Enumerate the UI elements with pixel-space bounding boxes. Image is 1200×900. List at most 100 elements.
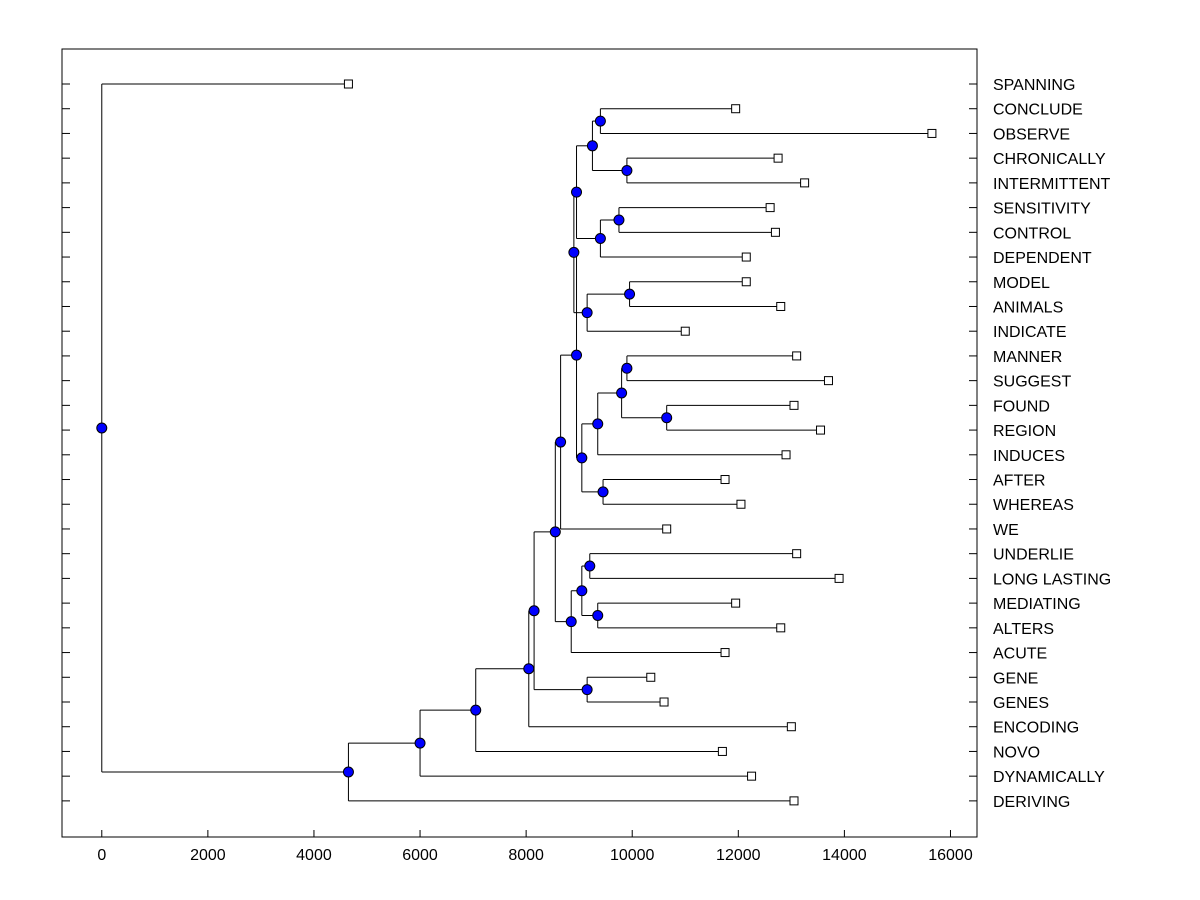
leaf-label-observe: OBSERVE: [993, 126, 1070, 143]
node-marker-n-i: [571, 349, 583, 361]
leaf-marker-observe: [927, 128, 937, 138]
node-marker-n-o: [523, 663, 535, 675]
leaf-label-gene: GENE: [993, 670, 1038, 687]
leaf-label-mediating: MEDIATING: [993, 596, 1081, 613]
leaf-marker-intermittent: [800, 178, 810, 188]
leaf-label-long-lasting: LONG LASTING: [993, 571, 1111, 588]
node-marker-n-d: [581, 307, 593, 319]
leaf-marker-conclude: [731, 104, 741, 114]
node-marker-n-m: [549, 526, 561, 538]
node-marker-n-r: [342, 766, 354, 778]
leaf-marker-novo: [717, 746, 727, 756]
leaf-label-control: CONTROL: [993, 225, 1071, 242]
leaf-label-we: WE: [993, 522, 1019, 539]
merge-nodes: [96, 115, 673, 778]
leaf-marker-after: [720, 475, 730, 485]
node-marker-root: [96, 422, 108, 434]
leaf-marker-dependent: [741, 252, 751, 262]
leaf-marker-genes: [659, 697, 669, 707]
x-tick-label-12000: 12000: [716, 847, 761, 864]
node-marker-n-p: [470, 704, 482, 716]
leaf-marker-region: [816, 425, 826, 435]
node-marker-n-model-animals: [624, 288, 636, 300]
leaf-marker-dynamically: [747, 771, 757, 781]
leaf-marker-whereas: [736, 499, 746, 509]
leaf-markers: [343, 79, 937, 806]
node-marker-n-h: [576, 452, 588, 464]
node-marker-n-g: [592, 418, 604, 430]
leaf-marker-chronically: [773, 153, 783, 163]
leaf-label-genes: GENES: [993, 695, 1049, 712]
leaf-marker-mediating: [731, 598, 741, 608]
leaf-label-whereas: WHEREAS: [993, 497, 1074, 514]
leaf-label-chronically: CHRONICALLY: [993, 151, 1106, 168]
leaf-label-region: REGION: [993, 423, 1056, 440]
x-tick-label-8000: 8000: [508, 847, 544, 864]
leaf-label-sensitivity: SENSITIVITY: [993, 201, 1091, 218]
leaf-label-spanning: SPANNING: [993, 77, 1075, 94]
leaf-marker-model: [741, 277, 751, 287]
node-marker-n-n: [528, 605, 540, 617]
leaf-marker-indicate: [680, 326, 690, 336]
leaf-marker-gene: [646, 672, 656, 682]
leaf-label-underlie: UNDERLIE: [993, 547, 1074, 564]
x-tick-label-4000: 4000: [296, 847, 332, 864]
node-marker-n-gene-genes: [581, 684, 593, 696]
x-tick-label-14000: 14000: [822, 847, 867, 864]
node-marker-n-f: [616, 387, 628, 399]
x-tick-label-0: 0: [97, 847, 106, 864]
leaf-label-deriving: DERIVING: [993, 794, 1070, 811]
leaf-marker-long-lasting: [834, 573, 844, 583]
leaf-labels: SPANNING CONCLUDE OBSERVE CHRONICALLY INTERM…: [993, 77, 1111, 811]
node-marker-n-q: [414, 737, 426, 749]
leaf-marker-acute: [720, 648, 730, 658]
node-marker-n-sens-control: [613, 214, 625, 226]
leaf-label-encoding: ENCODING: [993, 720, 1079, 737]
leaf-label-after: AFTER: [993, 473, 1045, 490]
leaf-marker-sensitivity: [765, 203, 775, 213]
node-marker-n-underlie-long: [584, 560, 596, 572]
leaf-marker-spanning: [343, 79, 353, 89]
leaf-label-alters: ALTERS: [993, 621, 1054, 638]
node-marker-n-conclude-observe: [594, 115, 606, 127]
node-marker-n-manner-suggest: [621, 362, 633, 374]
leaf-label-induces: INDUCES: [993, 448, 1065, 465]
node-marker-n-e: [568, 246, 580, 258]
node-marker-n-c: [571, 186, 583, 198]
node-marker-n-a: [586, 140, 598, 152]
node-marker-n-k: [576, 585, 588, 597]
leaf-label-novo: NOVO: [993, 744, 1040, 761]
leaf-marker-suggest: [823, 376, 833, 386]
x-tick-label-6000: 6000: [402, 847, 438, 864]
node-marker-n-found-region: [661, 412, 673, 424]
leaf-marker-alters: [776, 623, 786, 633]
leaf-label-model: MODEL: [993, 275, 1050, 292]
leaf-marker-animals: [776, 301, 786, 311]
leaf-marker-underlie: [792, 549, 802, 559]
leaf-marker-induces: [781, 450, 791, 460]
node-marker-n-j: [555, 436, 567, 448]
leaf-marker-deriving: [789, 796, 799, 806]
leaf-label-suggest: SUGGEST: [993, 374, 1071, 391]
leaf-label-found: FOUND: [993, 398, 1050, 415]
node-marker-n-after-whereas: [597, 486, 609, 498]
leaf-label-manner: MANNER: [993, 349, 1062, 366]
leaf-label-dynamically: DYNAMICALLY: [993, 769, 1105, 786]
leaf-label-acute: ACUTE: [993, 646, 1047, 663]
leaf-marker-encoding: [786, 722, 796, 732]
x-tick-labels: 0 2000 4000 6000 8000 10000 12000 14000 16000: [97, 847, 972, 864]
leaf-marker-found: [789, 400, 799, 410]
node-marker-n-l: [565, 616, 577, 628]
x-tick-label-16000: 16000: [928, 847, 973, 864]
node-marker-n-b: [594, 233, 606, 244]
leaf-label-indicate: INDICATE: [993, 324, 1066, 341]
axis-ticks: [62, 83, 977, 837]
plot-frame: [61, 48, 978, 838]
leaf-marker-control: [770, 227, 780, 237]
leaf-label-intermittent: INTERMITTENT: [993, 176, 1111, 193]
node-marker-n-chron-interm: [621, 165, 633, 177]
node-marker-n-mediating-alters: [592, 609, 604, 621]
leaf-label-animals: ANIMALS: [993, 299, 1063, 316]
leaf-label-dependent: DEPENDENT: [993, 250, 1092, 267]
